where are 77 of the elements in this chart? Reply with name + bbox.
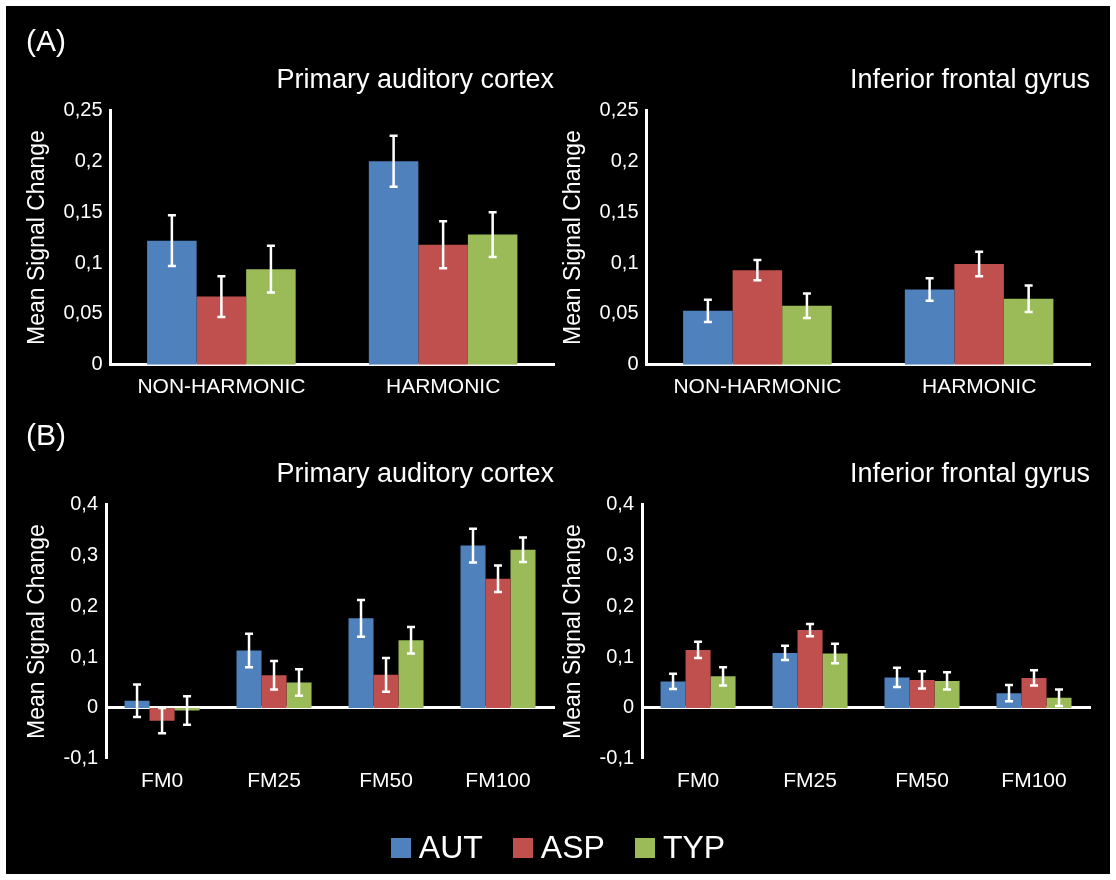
y-tick-label: 0 xyxy=(627,352,639,375)
bar xyxy=(460,545,486,708)
y-tick-label: 0,05 xyxy=(63,301,103,324)
bar xyxy=(246,269,296,365)
chart-title: Primary auditory cortex xyxy=(276,457,555,488)
x-tick-label: FM25 xyxy=(783,768,837,792)
bar xyxy=(660,681,686,708)
bar xyxy=(286,682,312,708)
chart-title: Primary auditory cortex xyxy=(276,63,555,94)
y-tick-label: 0,2 xyxy=(610,148,639,171)
bar xyxy=(368,161,419,365)
x-tick-label: FM100 xyxy=(465,768,531,792)
x-tick-label: FM0 xyxy=(141,768,184,792)
bar xyxy=(909,679,935,708)
bar xyxy=(772,652,798,708)
bar xyxy=(348,618,374,708)
x-tick-label: HARMONIC xyxy=(385,374,501,398)
y-tick-label: 0,2 xyxy=(74,148,103,171)
y-tick-label: 0,1 xyxy=(70,644,99,667)
bar xyxy=(236,650,262,708)
y-tick-label: 0 xyxy=(86,695,99,718)
bar xyxy=(373,674,399,708)
y-tick-label: 0,1 xyxy=(74,250,103,273)
bar xyxy=(510,549,536,708)
y-tick-label: 0,25 xyxy=(63,97,103,120)
y-tick-label: 0,2 xyxy=(70,593,99,616)
text: (B) xyxy=(26,418,66,452)
bar xyxy=(467,234,518,365)
bar xyxy=(485,578,511,708)
x-tick-label: FM0 xyxy=(677,768,720,792)
y-tick-label: 0,2 xyxy=(606,593,635,616)
y-tick-label: 0,05 xyxy=(599,301,639,324)
bar xyxy=(149,707,175,721)
y-tick-label: 0,4 xyxy=(70,491,99,514)
bar xyxy=(710,676,736,708)
bar xyxy=(685,649,711,708)
x-tick-label: NON-HARMONIC xyxy=(673,374,842,398)
bar xyxy=(1021,677,1047,708)
y-tick-label: 0,3 xyxy=(606,542,635,565)
bar xyxy=(822,653,848,708)
bar xyxy=(147,240,197,365)
bar xyxy=(797,630,823,708)
y-axis-title: Mean Signal Change xyxy=(559,524,586,740)
legend-label: ASP xyxy=(540,829,605,866)
bar xyxy=(996,693,1022,708)
y-tick-label: 0,15 xyxy=(63,199,103,222)
y-tick-label: 0,25 xyxy=(599,97,639,120)
y-tick-label: 0,15 xyxy=(599,199,639,222)
bar xyxy=(124,700,150,708)
x-tick-label: HARMONIC xyxy=(921,374,1037,398)
y-axis-title: Mean Signal Change xyxy=(23,130,50,346)
bar xyxy=(418,244,468,365)
bar xyxy=(261,675,287,708)
legend-label: AUT xyxy=(418,829,483,866)
text: (A) xyxy=(26,24,66,58)
y-tick-label: -0,1 xyxy=(599,746,635,769)
y-tick-label: 0 xyxy=(91,352,103,375)
y-tick-label: 0,3 xyxy=(70,542,99,565)
bar xyxy=(196,296,247,365)
y-tick-label: -0,1 xyxy=(63,746,99,769)
y-axis-title: Mean Signal Change xyxy=(23,524,50,740)
x-tick-label: FM25 xyxy=(247,768,301,792)
y-tick-label: 0,1 xyxy=(606,644,635,667)
bar xyxy=(398,640,424,708)
y-tick-label: 0 xyxy=(622,695,635,718)
chart-title: Inferior frontal gyrus xyxy=(849,63,1090,94)
y-tick-label: 0,1 xyxy=(610,250,639,273)
legend-label: TYP xyxy=(662,829,726,866)
x-tick-label: FM100 xyxy=(1001,768,1067,792)
y-tick-label: 0,4 xyxy=(606,491,635,514)
y-axis-title: Mean Signal Change xyxy=(559,130,586,346)
chart-title: Inferior frontal gyrus xyxy=(849,457,1090,488)
x-tick-label: FM50 xyxy=(359,768,413,792)
x-tick-label: NON-HARMONIC xyxy=(137,374,306,398)
bar xyxy=(884,677,910,708)
bar xyxy=(934,680,960,708)
x-tick-label: FM50 xyxy=(895,768,949,792)
